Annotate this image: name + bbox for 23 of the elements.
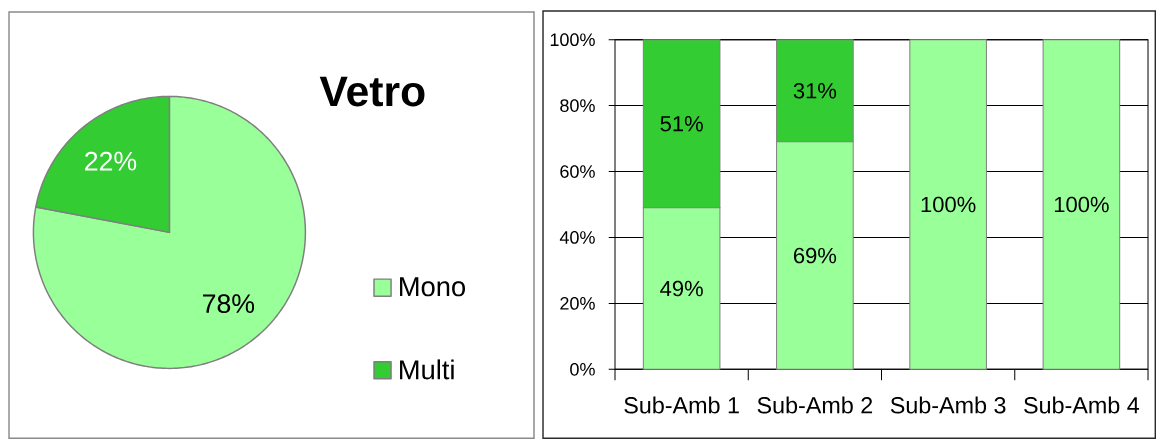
data-label: 69% bbox=[793, 247, 837, 264]
data-label: 22% bbox=[85, 151, 137, 171]
bar bbox=[1042, 39, 1121, 370]
x-tick-label: Sub-Amb 3 bbox=[890, 396, 1006, 414]
data-label: 49% bbox=[660, 280, 703, 297]
y-tick-label: 20% bbox=[560, 297, 595, 310]
legend-label: Mono bbox=[400, 277, 466, 297]
data-label: 51% bbox=[660, 116, 703, 132]
legend-label: Multi bbox=[400, 359, 454, 380]
x-tick-label: Sub-Amb 2 bbox=[757, 396, 873, 414]
data-label: 78% bbox=[203, 294, 255, 314]
chart-title: Vetro bbox=[319, 76, 425, 107]
y-tick-label: 0% bbox=[570, 362, 595, 376]
data-label: 100% bbox=[921, 196, 976, 213]
x-tick-label: Sub-Amb 1 bbox=[624, 396, 739, 414]
y-tick-label: 40% bbox=[559, 231, 595, 244]
bar bbox=[909, 39, 987, 370]
data-label: 31% bbox=[793, 82, 837, 99]
y-tick-label: 80% bbox=[560, 99, 595, 112]
data-label: 100% bbox=[1054, 196, 1109, 213]
x-tick-label: Sub-Amb 4 bbox=[1024, 396, 1140, 414]
y-tick-label: 100% bbox=[550, 33, 595, 47]
y-tick-label: 60% bbox=[560, 165, 595, 178]
